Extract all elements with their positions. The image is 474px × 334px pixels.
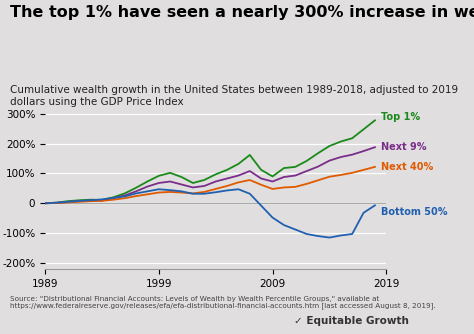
Text: Top 1%: Top 1% (381, 112, 420, 122)
Text: Source: "Distributional Financial Accounts: Levels of Wealth by Wealth Percentil: Source: "Distributional Financial Accoun… (10, 296, 436, 309)
Text: Cumulative wealth growth in the United States between 1989-2018, adjusted to 201: Cumulative wealth growth in the United S… (10, 85, 458, 107)
Text: ✓ Equitable Growth: ✓ Equitable Growth (294, 316, 409, 326)
Text: Next 9%: Next 9% (381, 142, 426, 152)
Text: Bottom 50%: Bottom 50% (381, 207, 447, 217)
Text: The top 1% have seen a nearly 300% increase in wealth since 1989: The top 1% have seen a nearly 300% incre… (10, 5, 474, 20)
Text: Next 40%: Next 40% (381, 162, 433, 172)
